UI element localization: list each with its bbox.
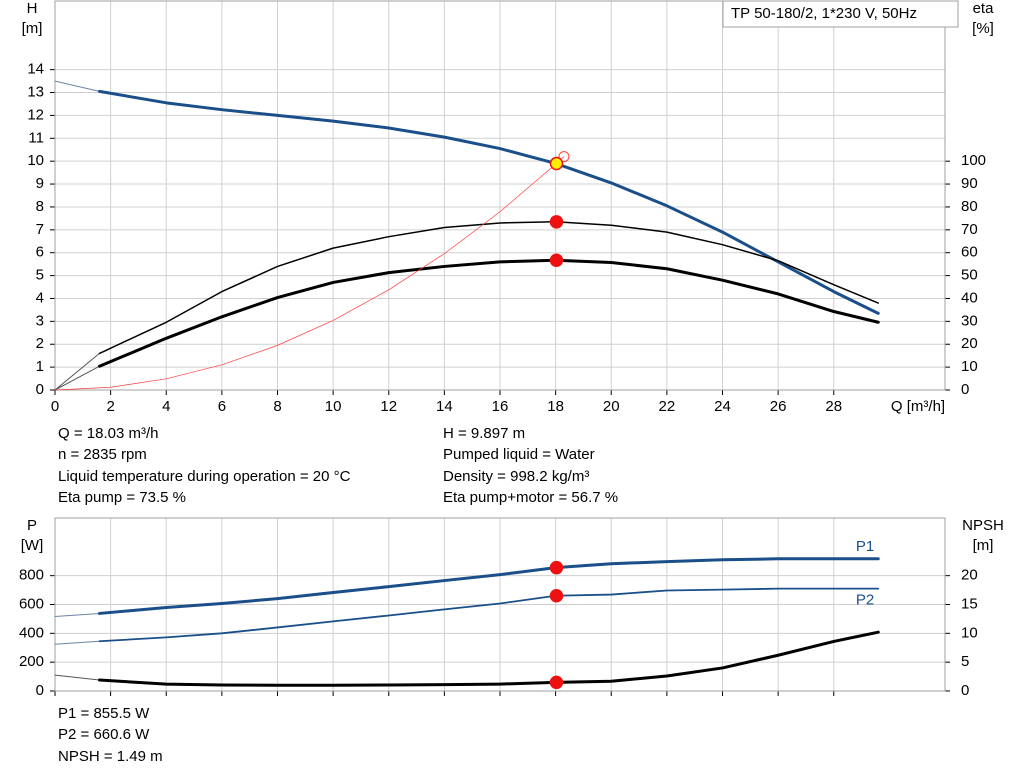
y-axis-label: H xyxy=(27,0,38,17)
y2-axis-label: NPSH xyxy=(962,517,1004,534)
x-tick-label: 14 xyxy=(436,398,453,415)
curve xyxy=(54,365,100,391)
y2-tick-label: 0 xyxy=(961,381,969,398)
info-text: n = 2835 rpm xyxy=(58,446,147,463)
x-tick-label: 16 xyxy=(492,398,509,415)
x-tick-label: 6 xyxy=(218,398,226,415)
x-tick-label: 26 xyxy=(770,398,787,415)
x-tick-label: 12 xyxy=(380,398,397,415)
y-tick-label: 4 xyxy=(36,289,44,306)
y-tick-label: 11 xyxy=(28,129,44,146)
y-tick-label: 400 xyxy=(19,624,44,641)
y2-tick-label: 10 xyxy=(961,624,978,641)
y-axis-unit: [m] xyxy=(22,20,43,37)
info-text: Eta pump = 73.5 % xyxy=(58,489,186,506)
y2-axis-label: eta xyxy=(973,0,995,17)
operating-point xyxy=(549,675,564,690)
y-tick-label: 0 xyxy=(36,381,44,398)
curve xyxy=(98,557,880,615)
x-tick-label: 18 xyxy=(547,398,564,415)
y-tick-label: 800 xyxy=(19,567,44,584)
y-tick-label: 1 xyxy=(36,358,44,375)
y-tick-label: 9 xyxy=(36,175,44,192)
y-axis-unit: [W] xyxy=(21,537,44,554)
y-tick-label: 12 xyxy=(27,106,44,123)
y-tick-label: 200 xyxy=(19,653,44,670)
curve xyxy=(98,89,880,315)
y2-tick-label: 0 xyxy=(961,682,969,699)
y2-tick-label: 15 xyxy=(961,595,978,612)
series-label: P2 xyxy=(856,592,874,609)
y-tick-label: 2 xyxy=(36,335,44,352)
y2-tick-label: 10 xyxy=(961,358,978,375)
info-text: Eta pump+motor = 56.7 % xyxy=(443,489,618,506)
y-tick-label: 13 xyxy=(27,83,44,100)
operating-point xyxy=(549,589,564,603)
info-text: Density = 998.2 kg/m³ xyxy=(443,468,589,485)
x-axis-label: Q [m³/h] xyxy=(891,398,945,415)
info-text: Q = 18.03 m³/h xyxy=(58,425,158,442)
plot-frame xyxy=(54,517,946,692)
y2-tick-label: 70 xyxy=(961,221,978,238)
y2-axis-unit: [%] xyxy=(972,20,994,37)
curve xyxy=(98,587,880,643)
info-text: Liquid temperature during operation = 20… xyxy=(58,468,351,485)
info-text: NPSH = 1.49 m xyxy=(58,748,163,765)
operating-point xyxy=(549,253,564,268)
y2-tick-label: 5 xyxy=(961,653,969,670)
y2-tick-label: 90 xyxy=(961,175,978,192)
operating-point xyxy=(549,156,564,171)
y-tick-label: 14 xyxy=(27,61,44,78)
y2-tick-label: 20 xyxy=(961,567,978,584)
y2-axis-unit: [m] xyxy=(973,537,994,554)
info-text: P2 = 660.6 W xyxy=(58,726,150,743)
y2-tick-label: 20 xyxy=(961,335,978,352)
y-tick-label: 600 xyxy=(19,595,44,612)
point-marker xyxy=(558,151,570,163)
curve xyxy=(98,258,880,368)
x-tick-label: 22 xyxy=(659,398,676,415)
x-tick-label: 0 xyxy=(51,398,59,415)
curve xyxy=(54,156,565,391)
info-text: H = 9.897 m xyxy=(443,425,525,442)
label-box-text: TP 50-180/2, 1*230 V, 50Hz xyxy=(731,5,917,22)
info-text: Pumped liquid = Water xyxy=(443,446,595,463)
y2-tick-label: 60 xyxy=(961,244,978,261)
label-box xyxy=(722,0,959,28)
y-tick-label: 6 xyxy=(36,244,44,261)
operating-point xyxy=(549,560,564,575)
y2-tick-label: 40 xyxy=(961,289,978,306)
x-tick-label: 28 xyxy=(825,398,842,415)
y2-tick-label: 50 xyxy=(961,267,978,284)
y2-tick-label: 100 xyxy=(961,152,986,169)
y-tick-label: 5 xyxy=(36,267,44,284)
y-tick-label: 8 xyxy=(36,198,44,215)
x-tick-label: 10 xyxy=(325,398,342,415)
operating-point xyxy=(549,215,564,229)
plot-frame xyxy=(54,0,946,391)
y-axis-label: P xyxy=(27,517,37,534)
y-tick-label: 0 xyxy=(36,682,44,699)
y2-tick-label: 80 xyxy=(961,198,978,215)
x-tick-label: 8 xyxy=(273,398,281,415)
info-text: P1 = 855.5 W xyxy=(58,705,150,722)
curve xyxy=(54,640,100,645)
series-label: P1 xyxy=(856,538,874,555)
curve xyxy=(54,612,100,617)
x-tick-label: 24 xyxy=(714,398,731,415)
y-tick-label: 3 xyxy=(36,312,44,329)
x-tick-label: 4 xyxy=(162,398,170,415)
y2-tick-label: 30 xyxy=(961,312,978,329)
x-tick-label: 2 xyxy=(106,398,114,415)
x-tick-label: 20 xyxy=(603,398,620,415)
curve xyxy=(54,352,100,391)
curve xyxy=(54,674,100,681)
curve xyxy=(54,80,100,92)
curve xyxy=(98,221,879,355)
curve xyxy=(98,630,880,687)
y-tick-label: 10 xyxy=(27,152,44,169)
y-tick-label: 7 xyxy=(36,221,44,238)
